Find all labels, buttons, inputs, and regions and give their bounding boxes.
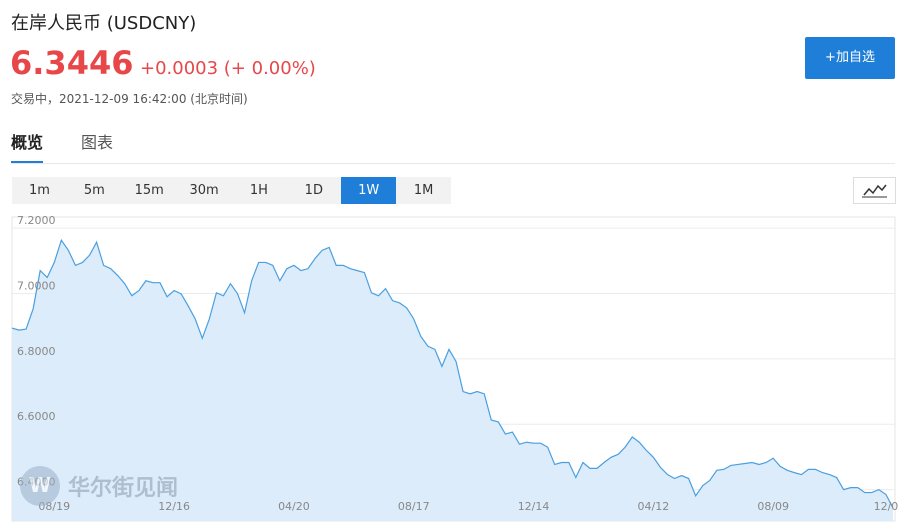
tab[interactable]: 图表 bbox=[81, 133, 114, 152]
x-tick-label: 04/12 bbox=[638, 500, 670, 513]
svg-text:W: W bbox=[29, 473, 51, 497]
status: 交易中，2021-12-09 16:42:00 (北京时间) bbox=[11, 92, 248, 106]
area-fill bbox=[12, 240, 893, 521]
price-change: +0.0003 (+ 0.00%) bbox=[140, 58, 316, 79]
y-tick-label: 7.2000 bbox=[17, 214, 56, 227]
y-tick-label: 7.0000 bbox=[17, 279, 56, 292]
interval-button[interactable]: 1H bbox=[249, 183, 268, 198]
watermark: W 华尔街见闻 bbox=[20, 466, 178, 506]
add-watchlist-button[interactable]: +加自选 bbox=[805, 37, 895, 79]
interval-button[interactable]: 15m bbox=[134, 183, 164, 198]
y-tick-label: 6.6000 bbox=[17, 410, 56, 423]
line-icon bbox=[862, 184, 887, 198]
interval-bar: 1m 5m 15m 30m 1H 1D 1W 1M bbox=[12, 177, 451, 204]
x-tick-label: 04/20 bbox=[278, 500, 310, 513]
interval-button[interactable]: 1W bbox=[341, 177, 397, 204]
tabs: 概览 图表 bbox=[11, 130, 113, 163]
x-tick-label: 12/16 bbox=[158, 500, 190, 513]
chart-style-button[interactable] bbox=[853, 177, 896, 204]
watermark-text: 华尔街见闻 bbox=[68, 475, 178, 501]
tab[interactable]: 概览 bbox=[11, 130, 44, 163]
separator bbox=[11, 163, 895, 164]
price-line bbox=[12, 238, 894, 509]
y-tick-label: 6.8000 bbox=[17, 345, 56, 358]
interval-button[interactable]: 1M bbox=[413, 183, 434, 198]
title: 在岸人民币 (USDCNY) bbox=[11, 13, 197, 34]
price: 6.3446 bbox=[10, 44, 134, 82]
interval-button[interactable]: 1m bbox=[28, 183, 50, 198]
x-tick-label: 08/09 bbox=[757, 500, 789, 513]
x-tick-label: 12/0 bbox=[874, 500, 899, 513]
interval-button[interactable]: 5m bbox=[83, 183, 105, 198]
interval-button[interactable]: 1D bbox=[304, 183, 323, 198]
x-tick-label: 08/17 bbox=[398, 500, 430, 513]
interval-button[interactable]: 30m bbox=[189, 183, 219, 198]
x-tick-label: 12/14 bbox=[518, 500, 550, 513]
